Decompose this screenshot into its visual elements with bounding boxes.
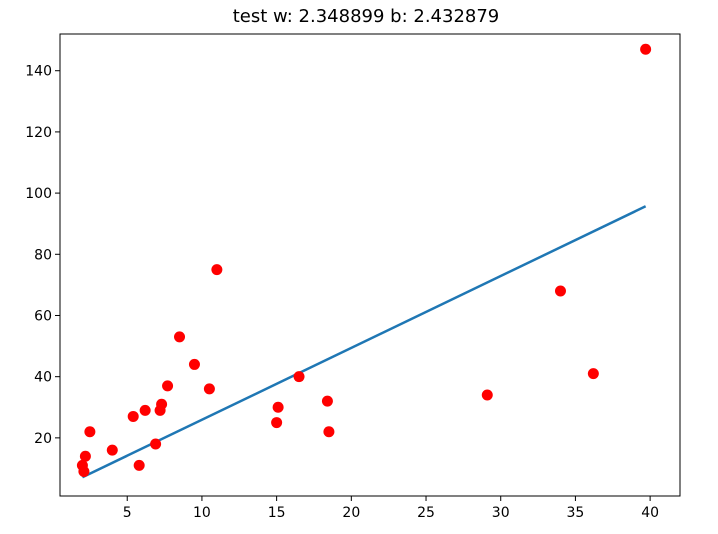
- data-point: [293, 371, 305, 383]
- plot-frame: [59, 33, 681, 497]
- x-tick-label: 25: [417, 505, 435, 521]
- x-tick-label: 5: [123, 505, 132, 521]
- x-tick-label: 20: [342, 505, 360, 521]
- data-point: [106, 444, 118, 456]
- data-point: [271, 417, 283, 429]
- x-tick-label: 40: [641, 505, 659, 521]
- x-tick-label: 10: [193, 505, 211, 521]
- data-point: [127, 410, 139, 422]
- data-point: [156, 398, 168, 410]
- data-point: [139, 404, 151, 416]
- data-point: [272, 401, 284, 413]
- y-tick-label: 120: [25, 125, 52, 141]
- data-point: [640, 43, 652, 55]
- data-point: [162, 380, 174, 392]
- data-point: [323, 426, 335, 438]
- scatter-points: [76, 43, 652, 478]
- data-point: [133, 459, 145, 471]
- y-tick-label: 80: [34, 247, 52, 263]
- data-point: [174, 331, 186, 343]
- y-tick-label: 60: [34, 308, 52, 324]
- data-point: [211, 264, 223, 276]
- y-tick-label: 140: [25, 64, 52, 80]
- chart-title: test w: 2.348899 b: 2.432879: [233, 6, 500, 27]
- data-point: [554, 285, 566, 297]
- y-tick-label: 40: [34, 370, 52, 386]
- data-point: [203, 383, 215, 395]
- axes: 5 10 15 20 25 30 35 40 20 40 60 80 100 120 140: [25, 64, 659, 521]
- data-point: [79, 450, 91, 462]
- data-point: [150, 438, 162, 450]
- regression-line: [81, 205, 647, 479]
- data-point: [78, 466, 90, 478]
- data-point: [321, 395, 333, 407]
- x-tick-label: 35: [567, 505, 585, 521]
- regression-line-layer: [81, 205, 647, 479]
- x-tick-label: 15: [268, 505, 286, 521]
- data-point: [188, 358, 200, 370]
- data-point: [481, 389, 493, 401]
- y-tick-label: 20: [34, 431, 52, 447]
- data-point: [84, 426, 96, 438]
- y-tick-label: 100: [25, 186, 52, 202]
- data-point: [587, 368, 599, 380]
- x-tick-label: 30: [492, 505, 510, 521]
